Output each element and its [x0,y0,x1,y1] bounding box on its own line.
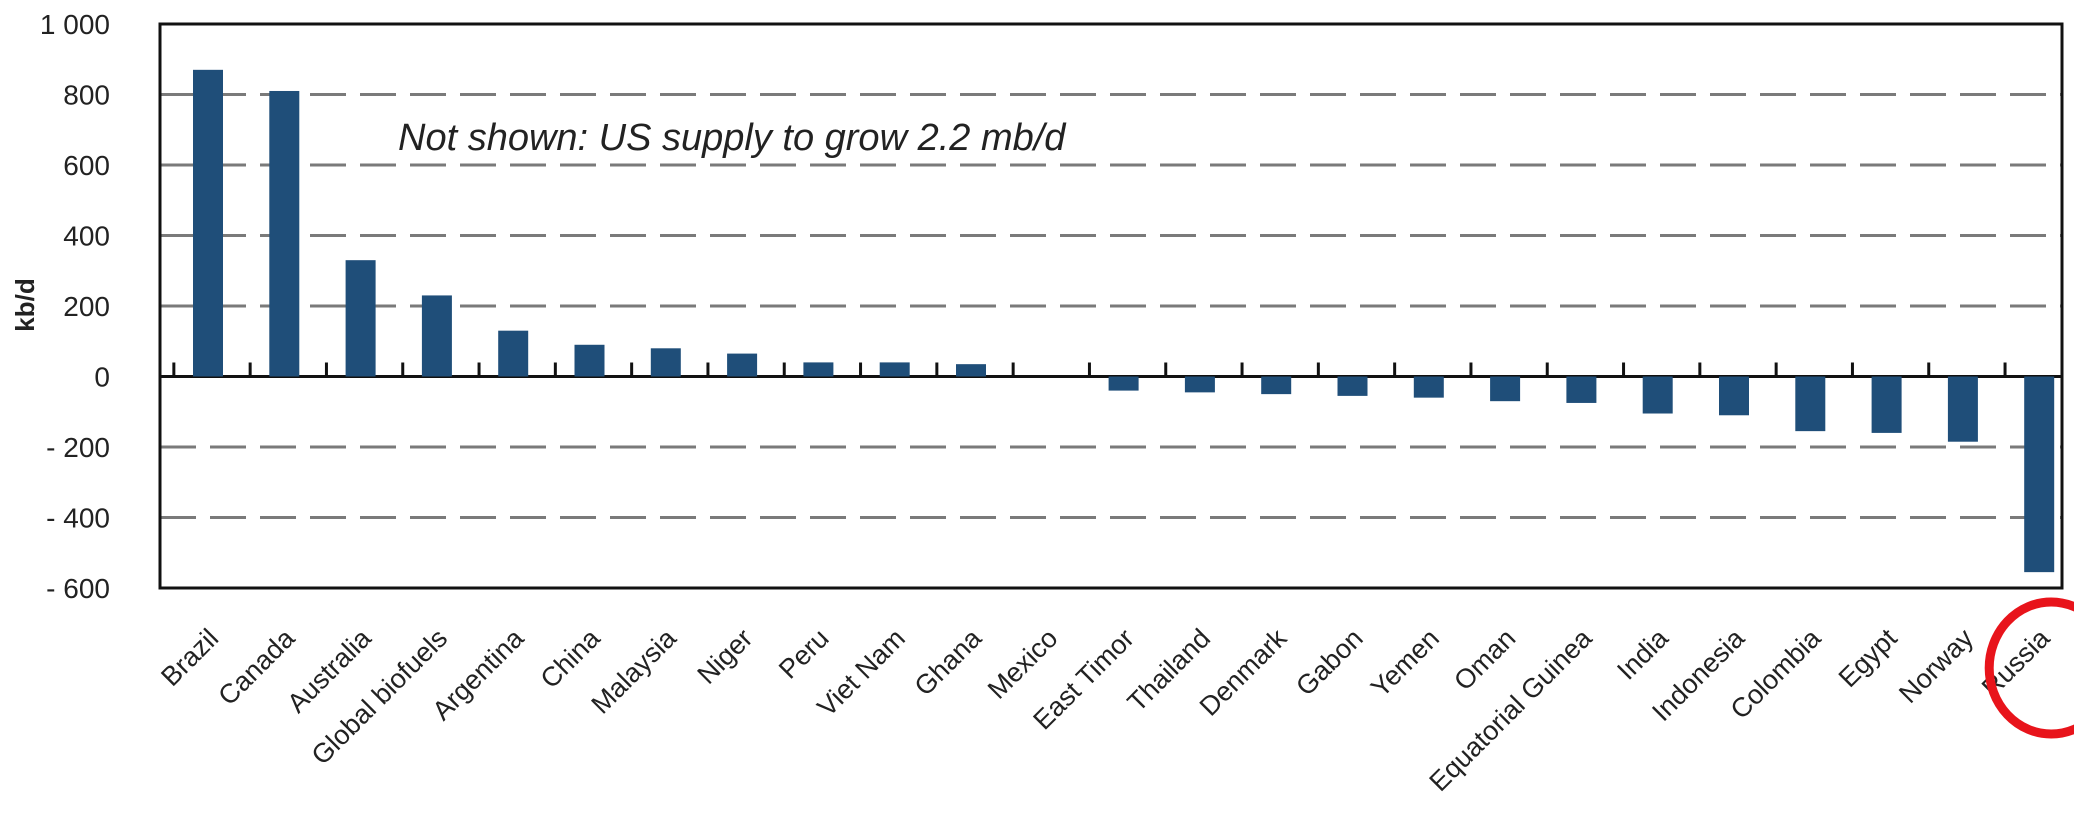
bar-east-timor [1108,376,1139,391]
x-tick-label: Brazil [155,623,224,692]
x-tick-label: Gabon [1290,623,1369,702]
y-tick-label: - 600 [46,573,110,604]
x-tick-label: Ghana [909,622,988,701]
y-tick-label: - 200 [46,432,110,463]
x-tick-label: India [1611,622,1674,685]
y-tick-label: - 400 [46,503,110,534]
bar-egypt [1871,376,1902,433]
x-tick-label: Peru [773,623,835,685]
bar-brazil [193,69,223,377]
plot-frame [158,22,2064,590]
bar-oman [1490,376,1521,402]
y-tick-label: 200 [63,291,110,322]
x-tick-label: Niger [691,623,758,690]
bar-canada [269,90,300,377]
bar-peru [803,362,834,377]
x-tick-label: Global biofuels [306,623,454,771]
y-tick-label: 600 [63,150,110,181]
bar-malaysia [650,348,681,377]
grid-layer [160,93,2062,519]
bar-thailand [1184,376,1215,393]
bar-indonesia [1719,376,1749,416]
bar-china [574,344,605,377]
bar-layer [193,69,2055,573]
y-tick-label: 400 [63,221,110,252]
bar-gabon [1337,376,1368,396]
bar-ghana [956,364,986,377]
y-tick-label: 800 [63,80,110,111]
tick-layer: 1 000 800 600 400 200 0 - 200 - 400 - 600 [40,9,110,604]
y-tick-label: 1 000 [40,9,110,40]
bar-argentina [498,330,529,377]
bar-norway [1947,376,1978,442]
x-tick-label: Malaysia [585,622,682,719]
bar-colombia [1795,376,1826,432]
bar-global-biofuels [421,295,452,377]
bar-australia [345,260,376,377]
bar-denmark [1261,376,1292,395]
bar-equatorial-guinea [1566,376,1597,403]
bar-india [1642,376,1673,414]
bar-niger [727,353,758,377]
x-tick-label: Norway [1893,623,1979,709]
x-tick-label: Egypt [1833,623,1903,693]
bar-viet-nam [879,362,910,377]
x-tick-label: China [535,622,607,694]
x-tick-label: Oman [1448,623,1521,696]
bar-yemen [1413,376,1444,398]
highlight-circle [1984,597,2074,739]
annotation-text: Not shown: US supply to grow 2.2 mb/d [398,117,1067,159]
y-axis-label: kb/d [10,278,40,331]
bar-russia [2024,376,2055,573]
y-tick-label: 0 [94,362,110,393]
x-tick-label: Yemen [1365,623,1445,703]
